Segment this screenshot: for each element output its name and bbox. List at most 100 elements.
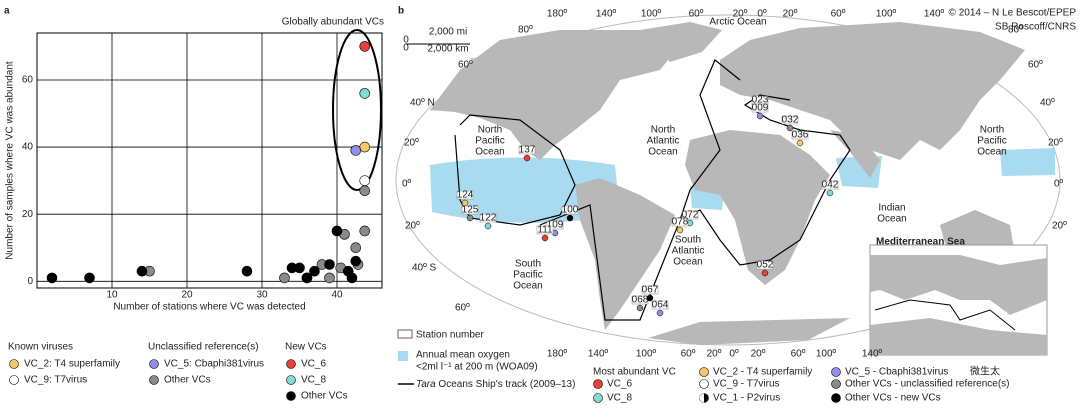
- legend-marker: [286, 359, 296, 369]
- latitude-label: 60º: [458, 60, 473, 71]
- x-axis-label: Number of stations where VC was detected: [113, 302, 305, 313]
- oxygen-zone: [1000, 148, 1055, 176]
- data-point: [359, 225, 371, 237]
- x-tick-label: 40: [331, 290, 343, 301]
- legend-label: Tara Oceans Ship's track (2009–13): [416, 379, 575, 390]
- longitude-label: 140º: [596, 9, 617, 20]
- legend-label: VC_8: [607, 393, 632, 404]
- data-point: [301, 272, 313, 284]
- longitude-label: 60º: [791, 349, 806, 360]
- station-number: 064: [652, 300, 669, 311]
- data-point: [241, 265, 253, 277]
- latitude-label: 0º: [402, 179, 412, 190]
- inset-title: Mediterranean Sea: [876, 237, 965, 248]
- legend-marker-half: [699, 393, 704, 403]
- longitude-label: 20º: [751, 349, 766, 360]
- latitude-label: 80º: [1008, 25, 1023, 36]
- station-dot: [786, 124, 794, 132]
- legend-label: Annual mean oxygen: [416, 350, 510, 361]
- x-tick-label: 20: [181, 290, 193, 301]
- ocean-label: Atlantic: [647, 136, 680, 147]
- data-point: [309, 265, 320, 277]
- legend-label: VC_6: [301, 359, 326, 370]
- longitude-label: 100º: [641, 9, 662, 20]
- longitude-label: 140º: [924, 9, 945, 20]
- legend-marker: [149, 359, 159, 369]
- legend-marker: [593, 393, 603, 403]
- ocean-label: Pacific: [475, 136, 504, 147]
- station-number: 078: [672, 217, 689, 228]
- station-dot: [484, 222, 492, 230]
- legend-marker: [149, 375, 159, 385]
- legend-title: Known viruses: [8, 342, 73, 353]
- station-number: 068: [632, 295, 649, 306]
- station-box: [456, 190, 474, 200]
- ship-track: [874, 299, 1016, 331]
- land: [870, 255, 1047, 315]
- ship-track: [679, 59, 741, 221]
- latitude-label: 20º: [1052, 221, 1067, 232]
- legend-title: Unclassified reference(s): [148, 342, 259, 353]
- longitude-label: 20º: [733, 9, 748, 20]
- station-box: [756, 260, 774, 270]
- land: [870, 318, 1047, 355]
- station-number: 137: [519, 145, 536, 156]
- legend-label: Other VCs - new VCs: [845, 393, 941, 404]
- data-point: [324, 259, 335, 270]
- station-number: 072: [682, 210, 699, 221]
- legend-marker: [831, 393, 841, 403]
- y-tick-label: 0: [27, 276, 33, 287]
- station-number: 052: [757, 260, 774, 271]
- legend-title: New VCs: [285, 342, 327, 353]
- station-dot: [636, 304, 644, 312]
- ocean-label: Ocean: [673, 257, 702, 268]
- longitude-label: 60º: [831, 9, 846, 20]
- ocean-label: Ocean: [648, 147, 677, 158]
- legend-label: VC_5 - Cbaphi381virus: [845, 367, 948, 378]
- longitude-label: 180º: [547, 349, 568, 360]
- legend-label: Other VCs: [301, 391, 348, 402]
- longitude-label: 100º: [816, 349, 837, 360]
- legend-text: Oceans Ship's track (2009–13): [436, 379, 576, 390]
- annotation: Globally abundant VCs: [282, 17, 384, 28]
- data-point: [342, 265, 354, 277]
- station-box: [546, 220, 564, 230]
- longitude-label: 140º: [588, 349, 609, 360]
- y-axis-label: Number of samples where VC was abundant: [5, 61, 16, 260]
- scale-label: 0: [403, 35, 409, 46]
- data-point: [324, 272, 335, 284]
- latitude-label: 20º: [1048, 138, 1063, 149]
- legend-text: Tara: [416, 379, 436, 390]
- x-tick-label: 30: [256, 290, 268, 301]
- oxygen-legend-box: [398, 351, 408, 361]
- legend-label: VC_5: Cbaphi381virus: [164, 359, 264, 370]
- data-point: [294, 262, 305, 274]
- legend-label: Station number: [416, 330, 484, 341]
- credit: SB Roscoff/CNRS: [995, 22, 1076, 33]
- data-point: [279, 272, 290, 284]
- station-dot: [826, 189, 834, 197]
- legend-label: VC_6: [607, 379, 632, 390]
- highlight-ellipse: [332, 29, 382, 191]
- station-number: 122: [480, 213, 497, 224]
- station-box: [791, 130, 809, 140]
- legend-label: VC_2: T4 superfamily: [24, 359, 120, 370]
- data-point: [359, 185, 371, 196]
- station-number: 100: [562, 205, 579, 216]
- ocean-label: Indian: [878, 203, 905, 214]
- station-box: [641, 285, 659, 295]
- data-point: [359, 88, 371, 99]
- legend-title: Most abundant VC: [593, 367, 676, 378]
- data-point: [359, 41, 371, 52]
- legend-marker: [9, 359, 19, 369]
- station-box: [781, 115, 799, 125]
- latitude-label: 80º: [518, 25, 533, 36]
- station-legend-box: [397, 329, 413, 339]
- land: [430, 30, 680, 160]
- legend-label: VC_8: [301, 375, 326, 386]
- scale-label: 0: [403, 43, 409, 54]
- station-number: 067: [642, 285, 659, 296]
- land: [575, 178, 675, 330]
- station-dot: [523, 154, 531, 162]
- station-number: 125: [462, 205, 479, 216]
